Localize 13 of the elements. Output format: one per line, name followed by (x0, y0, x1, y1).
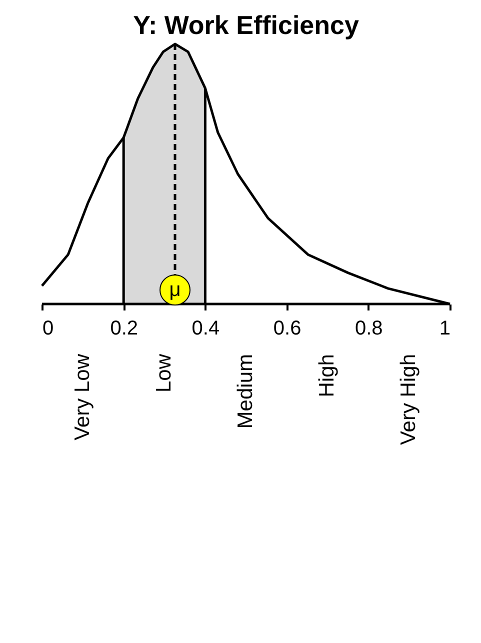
x-tick-label: 0.6 (273, 318, 302, 340)
text: Low (152, 353, 176, 393)
x-tick-label: 0.4 (192, 318, 220, 340)
x-tick-label: 0.2 (110, 318, 138, 340)
x-tick-label: 1 (439, 318, 450, 340)
text: Very High (397, 354, 420, 446)
text: Medium (234, 354, 257, 429)
text: High (316, 354, 339, 398)
text: Very Low (70, 353, 94, 440)
chart-title: Y: Work Efficiency (133, 10, 360, 40)
x-tick-label: 0.8 (354, 318, 383, 340)
annotation: μ (169, 279, 181, 301)
x-tick-label: 0 (42, 318, 54, 340)
